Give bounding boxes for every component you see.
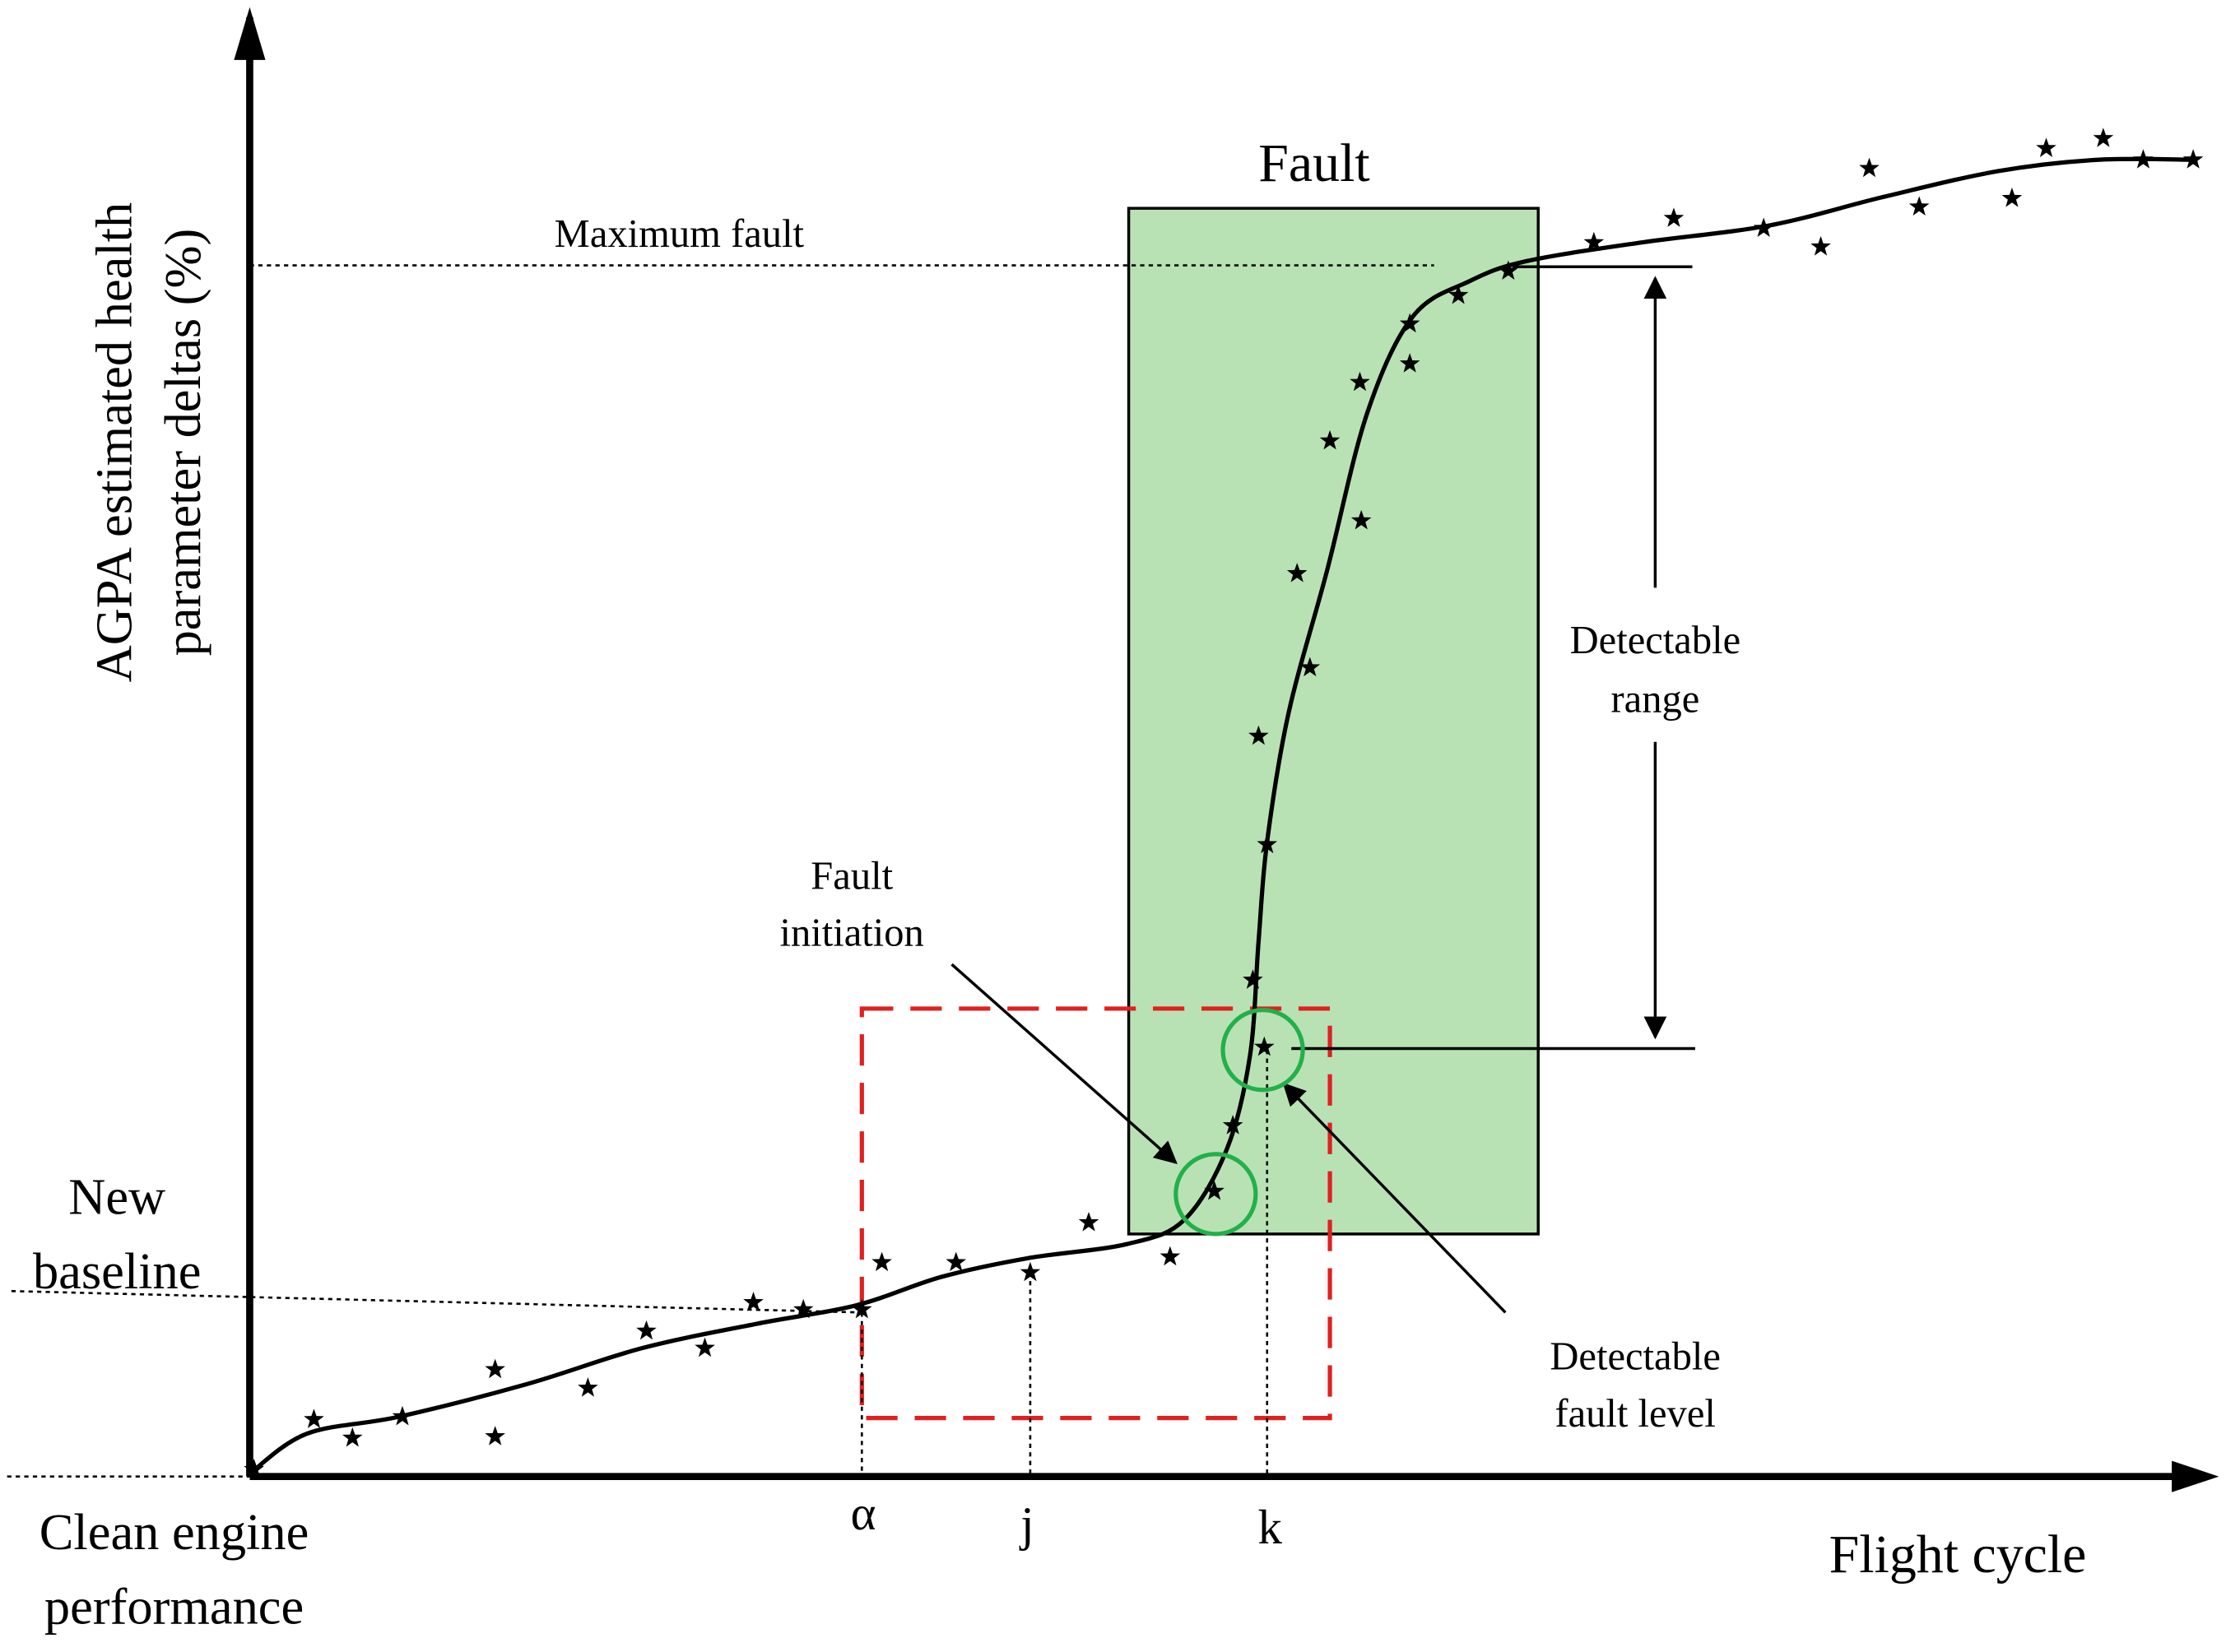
star <box>1257 833 1278 854</box>
baseline-label: New <box>68 1168 165 1226</box>
star <box>1350 509 1372 530</box>
fault-level-label: fault level <box>1554 1391 1715 1436</box>
star <box>1399 353 1420 373</box>
y-arrow <box>234 7 266 60</box>
star <box>1399 313 1420 333</box>
star <box>2133 149 2154 169</box>
y-axis-label: AGPA estimated health <box>86 202 143 683</box>
star <box>392 1405 413 1426</box>
star <box>792 1298 814 1319</box>
initiation-label: Fault <box>811 853 893 898</box>
clean-label: performance <box>44 1577 304 1635</box>
star <box>1299 657 1321 677</box>
star <box>743 1292 764 1311</box>
star <box>2036 137 2056 157</box>
initiation-label: initiation <box>780 911 924 955</box>
star <box>1908 196 1930 216</box>
detect-circle <box>1220 1008 1305 1093</box>
star <box>636 1320 657 1340</box>
star <box>1583 231 1605 252</box>
star <box>1859 157 1880 178</box>
trend-curve <box>248 156 2198 1476</box>
x-arrow <box>2172 1460 2219 1492</box>
fault-label: Fault <box>1258 133 1369 193</box>
star <box>1498 260 1519 281</box>
star <box>485 1358 506 1379</box>
star <box>946 1251 967 1272</box>
x-marker: k <box>1258 1500 1283 1554</box>
fault-box <box>1127 206 1540 1236</box>
star <box>2182 149 2204 169</box>
star <box>2001 188 2023 207</box>
star <box>1243 969 1263 989</box>
star <box>1204 1180 1225 1200</box>
star <box>1663 207 1685 227</box>
stars <box>244 128 2204 1478</box>
guides <box>7 264 1434 1478</box>
range-label: range <box>1611 676 1700 721</box>
star <box>485 1426 506 1446</box>
star <box>2093 128 2114 147</box>
star <box>1248 725 1269 745</box>
star <box>852 1298 872 1319</box>
clean-label: Clean engine <box>40 1503 309 1561</box>
max-fault-label: Maximum fault <box>555 211 805 256</box>
star <box>1319 429 1341 450</box>
star <box>342 1427 363 1447</box>
baseline-label: baseline <box>33 1242 201 1300</box>
range-lines <box>950 265 1695 1314</box>
x-axis-label: Flight cycle <box>1829 1524 2087 1585</box>
star <box>1020 1261 1041 1282</box>
star <box>695 1337 715 1357</box>
star <box>244 1459 264 1478</box>
y-axis-label: parameter deltas (%) <box>154 229 211 657</box>
range-label: Detectable <box>1570 618 1741 662</box>
star <box>1286 563 1308 582</box>
initiation-circle <box>1173 1152 1258 1237</box>
star <box>1753 217 1774 238</box>
x-marker: j <box>1019 1497 1034 1552</box>
star <box>1253 1036 1275 1056</box>
star <box>871 1251 892 1272</box>
star <box>1159 1246 1181 1266</box>
star <box>1350 371 1370 392</box>
star <box>1448 284 1469 304</box>
star <box>304 1408 324 1428</box>
star <box>1810 236 1831 256</box>
star <box>1222 1115 1243 1135</box>
star <box>578 1377 598 1397</box>
fault-level-label: Detectable <box>1550 1334 1721 1379</box>
star <box>1078 1212 1099 1232</box>
x-marker: α <box>851 1486 876 1540</box>
